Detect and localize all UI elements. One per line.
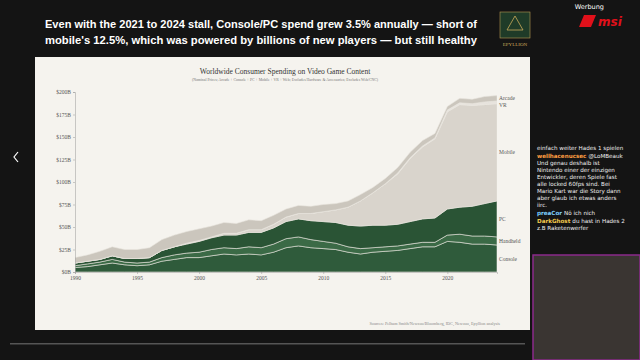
tick-mark — [199, 272, 200, 274]
logo-badge — [500, 12, 530, 38]
area-arcade — [75, 96, 497, 263]
chat-text: einfach weiter Hades 1 spielen — [537, 145, 623, 151]
chat-message: DarkGhostdu hast in Hades 2 z.B Raketenw… — [537, 218, 625, 232]
x-axis: 1990 1995 2000 2005 2010 2015 2020 — [70, 272, 498, 281]
tick: $25B — [59, 247, 75, 253]
series-label: VR — [499, 102, 507, 108]
headline: Even with the 2021 to 2024 stall, Consol… — [45, 18, 478, 46]
tick: $75B — [59, 202, 75, 208]
tick-mark — [73, 160, 75, 161]
logo-text: EPYLLION — [503, 42, 528, 47]
tick-mark — [73, 115, 75, 116]
tick-mark — [261, 272, 262, 274]
chat-user: DarkGhost — [537, 218, 570, 224]
tick-label: 2010 — [318, 275, 329, 281]
chat-user: preaCor — [537, 210, 562, 216]
tick-mark — [137, 272, 138, 274]
axis-line — [76, 273, 498, 275]
series-label: Console — [499, 256, 518, 262]
tick-label: $175B — [56, 112, 71, 118]
tick-mark — [323, 272, 324, 274]
tick-label: 2000 — [194, 275, 205, 281]
tick-mark — [73, 272, 75, 273]
tick: 2005 — [256, 272, 267, 281]
chat-text: @LoMBeauk Und genau deshalb ist Nintendo… — [537, 153, 623, 208]
series-label: PC — [499, 216, 506, 222]
tick-mark — [73, 205, 75, 206]
chat-user: wellhacenucsec — [537, 153, 586, 159]
logo-mark — [507, 16, 523, 30]
tick: 1990 — [70, 272, 81, 281]
chat-message: einfach weiter Hades 1 spielen — [537, 145, 625, 152]
sponsor: msi — [598, 15, 623, 29]
tick: 2000 — [194, 272, 205, 281]
tick: $100B — [56, 179, 75, 185]
axis-line — [73, 93, 76, 273]
source-note: Sources: Pelham Smith/Newzoo/Bloomberg, … — [369, 321, 500, 327]
tick-label: $125B — [56, 157, 71, 163]
tick: 2020 — [442, 272, 453, 281]
headline-line: mobile's 12.5%, which was powered by bil… — [45, 34, 478, 46]
tick-label: $100B — [56, 179, 71, 185]
tick-label: 2005 — [256, 275, 267, 281]
tick-label: 1990 — [70, 275, 81, 281]
chat-text: Nö ich nich — [564, 210, 595, 216]
tick-mark — [73, 182, 75, 183]
tick-mark — [75, 272, 76, 274]
tick-label: $200B — [56, 89, 71, 95]
tick: $200B — [56, 89, 75, 95]
chat-message: preaCorNö ich nich — [537, 210, 625, 217]
ad-label: Werbung — [575, 3, 604, 11]
sponsor-icon — [579, 15, 596, 27]
tick-mark — [73, 137, 75, 138]
nav-arrow[interactable] — [14, 152, 18, 162]
tick-label: $150B — [56, 134, 71, 140]
tick-label: 1995 — [132, 275, 143, 281]
tick-label: $50B — [59, 224, 71, 230]
series-label: Arcade — [499, 95, 515, 101]
tick: 2010 — [318, 272, 329, 281]
tick: 1995 — [132, 272, 143, 281]
tick: $175B — [56, 112, 75, 118]
chat-message: wellhacenucsec@LoMBeauk Und genau deshal… — [537, 153, 625, 209]
headline-line: Even with the 2021 to 2024 stall, Consol… — [45, 18, 477, 30]
tick-label: 2015 — [380, 275, 391, 281]
tick-label: $25B — [59, 247, 71, 253]
webcam-frame — [533, 255, 640, 360]
tick-mark — [73, 227, 75, 228]
logo: EPYLLION — [500, 12, 530, 47]
tick: $50B — [59, 224, 75, 230]
series-label: Mobile — [499, 149, 515, 155]
chart-title: Worldwide Consumer Spending on Video Gam… — [200, 67, 371, 76]
series-labels: ArcadeVR Mobile PC Handheld Console — [499, 95, 521, 261]
tick: $125B — [56, 157, 75, 163]
tick: $150B — [56, 134, 75, 140]
chart-subtitle: (Nominal Prices; Arcade + Console + PC +… — [192, 78, 379, 82]
series-label: Handheld — [499, 238, 521, 244]
area-vr — [75, 101, 497, 263]
background — [0, 0, 640, 360]
tick-label: 2020 — [442, 275, 453, 281]
webcam — [533, 255, 640, 360]
chat: einfach weiter Hades 1 spielen wellhacenu… — [534, 143, 628, 243]
plot-area — [75, 96, 497, 272]
tick-mark — [385, 272, 386, 274]
player-progress[interactable] — [10, 343, 525, 345]
tick-mark — [73, 250, 75, 251]
y-axis: $0B$25B$50B$75B$100B$125B$150B$175B$200B — [56, 89, 75, 275]
tick: 2015 — [380, 272, 391, 281]
slide — [35, 57, 530, 330]
tick-mark — [73, 92, 75, 93]
tick-label: $75B — [59, 202, 71, 208]
area-mobile — [75, 104, 497, 263]
tick-mark — [447, 272, 448, 274]
